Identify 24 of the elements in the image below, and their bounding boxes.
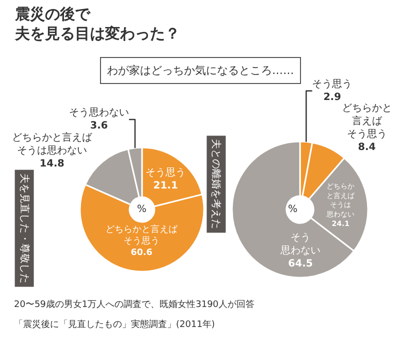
data-label: 2.9 <box>323 92 342 103</box>
data-label: 24.1 <box>332 218 350 228</box>
text: % <box>288 204 298 215</box>
slice-label: そう思う <box>146 167 186 178</box>
data-label: 60.6 <box>130 248 152 258</box>
text: 震災の後で夫を見る目は変わった？ <box>14 5 180 42</box>
text: 夫を見直した・尊敬した <box>18 173 30 284</box>
data-label: 64.5 <box>288 258 313 270</box>
data-label: 21.1 <box>153 180 178 192</box>
slice-label: そう思わない <box>69 107 130 118</box>
text: 夫との離婚を考えた <box>210 139 222 230</box>
slice-label: どちらかと言えばそう思う <box>106 224 179 247</box>
data-label: 3.6 <box>90 120 108 132</box>
slice-label: どちらかと言えばそうは思わない <box>12 131 94 156</box>
slice-label: そう思わない <box>280 232 320 256</box>
slice-label: そう思う <box>312 78 352 90</box>
slice-label: どちらかと言えばそうは思わない <box>326 182 356 219</box>
text: 20〜59歳の男女1万人への調査で、既婚女性3190人が回答 <box>14 299 255 310</box>
text: わが家はどっちか気になるところ…… <box>107 64 294 77</box>
text: % <box>137 204 147 215</box>
slice-label: どちらかと言えばそう思う <box>342 102 392 140</box>
data-label: 8.4 <box>358 142 376 153</box>
text: 「震災後に「見直したもの」実態調査」(2011年) <box>14 319 215 330</box>
data-label: 14.8 <box>40 158 64 170</box>
